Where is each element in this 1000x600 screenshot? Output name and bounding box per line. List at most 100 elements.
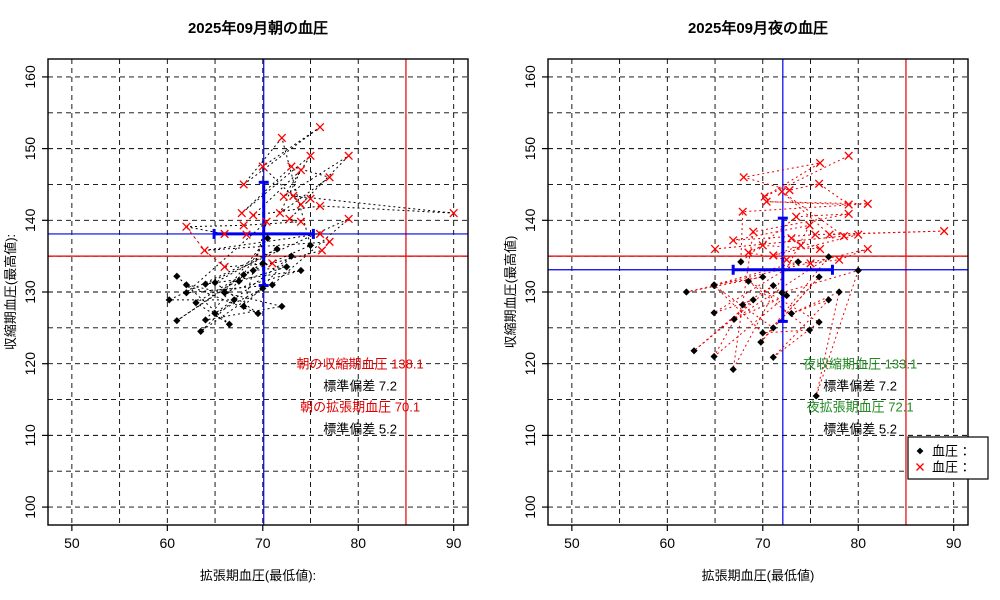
data-point-diamond bbox=[268, 281, 276, 289]
data-point-diamond bbox=[835, 288, 843, 296]
data-point-x bbox=[268, 259, 277, 268]
data-point-diamond bbox=[759, 329, 767, 337]
data-point-x bbox=[258, 162, 268, 171]
data-point-x bbox=[844, 151, 853, 161]
y-tick-label: 130 bbox=[522, 280, 538, 304]
series-0-points bbox=[165, 234, 315, 336]
data-point-diamond bbox=[259, 284, 267, 293]
series-0-points bbox=[682, 253, 862, 400]
data-point-x bbox=[315, 229, 325, 239]
data-point-x bbox=[796, 241, 806, 250]
data-point-diamond bbox=[730, 315, 738, 323]
y-tick-label: 140 bbox=[22, 208, 38, 232]
data-point-diamond bbox=[769, 324, 777, 332]
data-point-diamond bbox=[783, 291, 791, 300]
data-point-diamond bbox=[235, 277, 243, 285]
data-point-x bbox=[285, 214, 294, 224]
data-point-diamond bbox=[729, 365, 737, 374]
data-point-x bbox=[844, 200, 853, 209]
grid bbox=[548, 59, 968, 525]
data-point-diamond bbox=[757, 338, 765, 346]
data-point-x bbox=[815, 244, 825, 254]
data-point-diamond bbox=[306, 241, 315, 249]
data-point-diamond bbox=[805, 326, 814, 334]
data-point-diamond bbox=[225, 320, 233, 328]
x-tick-label: 90 bbox=[446, 535, 462, 551]
data-point-x bbox=[315, 201, 325, 211]
grid bbox=[48, 59, 468, 525]
data-point-diamond bbox=[787, 309, 796, 318]
data-point-diamond bbox=[825, 253, 833, 261]
data-point-diamond bbox=[759, 273, 767, 281]
data-point-x bbox=[814, 179, 824, 189]
y-tick-label: 160 bbox=[522, 65, 538, 89]
data-point-diamond bbox=[165, 296, 173, 304]
axes: 50 60 70 80 90 100 110 120 130 140 150 160 bbox=[22, 65, 462, 551]
data-point-diamond bbox=[230, 296, 238, 304]
sd-error-bars bbox=[212, 180, 315, 288]
data-point-x bbox=[262, 217, 271, 227]
data-point-diamond bbox=[182, 281, 191, 289]
data-point-x bbox=[237, 208, 247, 218]
data-point-x bbox=[787, 233, 796, 243]
data-point-diamond bbox=[287, 252, 296, 260]
y-tick-label: 110 bbox=[22, 424, 38, 447]
legend-label: 血圧 ： bbox=[932, 444, 975, 459]
data-point-x bbox=[744, 248, 753, 257]
stat-annotation: 標準偏差 7.2 bbox=[323, 379, 397, 394]
data-point-diamond bbox=[278, 302, 286, 310]
data-point-x bbox=[200, 246, 209, 255]
plot-area bbox=[48, 59, 468, 525]
data-point-x bbox=[317, 246, 327, 255]
data-point-x bbox=[239, 221, 248, 230]
data-point-diamond bbox=[854, 266, 862, 275]
data-point-x bbox=[844, 209, 853, 219]
x-tick-label: 60 bbox=[160, 535, 176, 551]
data-point-x bbox=[296, 217, 306, 227]
data-point-x bbox=[344, 214, 353, 224]
data-point-x bbox=[785, 185, 794, 195]
x-tick-label: 90 bbox=[946, 535, 962, 551]
data-point-diamond bbox=[263, 234, 272, 242]
data-point-diamond bbox=[710, 309, 718, 317]
data-point-x bbox=[738, 207, 747, 216]
x-tick-label: 80 bbox=[850, 535, 866, 551]
data-point-diamond bbox=[249, 266, 257, 275]
data-point-diamond bbox=[710, 281, 718, 290]
data-point-x bbox=[449, 208, 458, 218]
data-point-diamond bbox=[682, 288, 691, 296]
x-tick-label: 50 bbox=[564, 535, 580, 551]
data-point-x bbox=[242, 230, 251, 239]
data-point-diamond bbox=[192, 299, 200, 307]
y-tick-label: 150 bbox=[522, 137, 538, 161]
chart-title: 2025年09月夜の血圧 bbox=[688, 19, 828, 37]
axes: 50 60 70 80 90 100 110 120 130 140 150 160 bbox=[522, 65, 962, 551]
data-point-diamond bbox=[769, 353, 777, 361]
data-point-diamond bbox=[254, 309, 262, 318]
x-tick-label: 70 bbox=[755, 535, 771, 551]
data-point-x bbox=[325, 237, 334, 247]
data-point-diamond bbox=[173, 317, 181, 325]
data-point-x bbox=[811, 230, 820, 239]
data-point-x bbox=[762, 197, 771, 206]
evening-chart: 50 60 70 80 90 100 110 120 130 140 150 160 2025年09月夜… bbox=[500, 0, 1000, 600]
x-tick-label: 60 bbox=[660, 535, 676, 551]
data-point-diamond bbox=[211, 279, 219, 287]
data-point-x bbox=[825, 230, 834, 239]
data-point-x bbox=[289, 191, 298, 201]
data-point-x bbox=[815, 158, 825, 168]
stat-annotation: 標準偏差 7.2 bbox=[823, 379, 897, 394]
data-point-diamond bbox=[297, 266, 305, 275]
data-point-diamond bbox=[182, 289, 191, 297]
y-tick-label: 100 bbox=[522, 495, 538, 519]
y-axis-label: 収縮期血圧(最高値): bbox=[3, 234, 18, 350]
legend-marker-x bbox=[916, 463, 924, 471]
data-point-x bbox=[315, 122, 325, 132]
y-axis-label: 収縮期血圧(最高値) bbox=[503, 236, 518, 349]
data-point-x bbox=[782, 255, 791, 264]
data-point-diamond bbox=[815, 273, 823, 281]
stat-annotation: 夜収縮期血圧 133.1 bbox=[803, 356, 917, 371]
data-point-x bbox=[277, 133, 287, 143]
data-point-diamond bbox=[815, 318, 823, 326]
